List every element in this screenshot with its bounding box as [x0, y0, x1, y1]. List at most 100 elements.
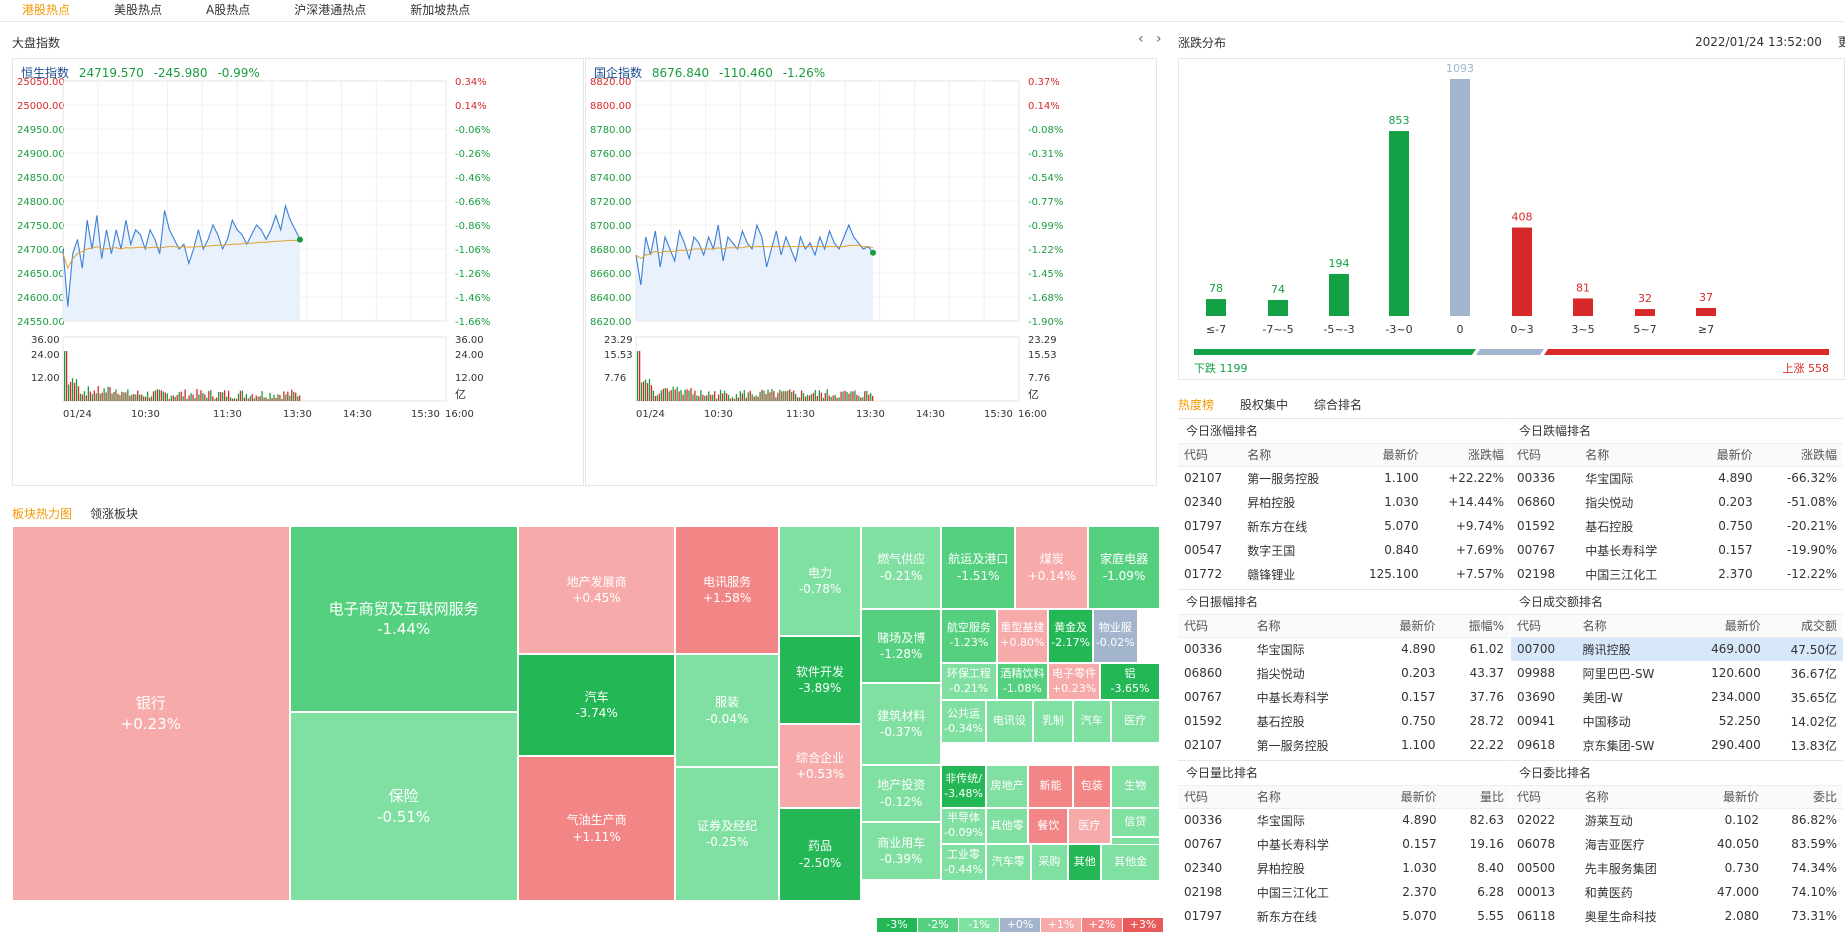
- heatmap-cell[interactable]: 其他: [1068, 844, 1102, 881]
- heatmap-cell[interactable]: 新能: [1028, 765, 1073, 808]
- table-row[interactable]: 06860 指尖悦动 0.203 43.37: [1178, 661, 1510, 685]
- heatmap-cell[interactable]: 信贷: [1110, 808, 1160, 837]
- heatmap-cell[interactable]: 酒精饮料 -1.08%: [996, 663, 1049, 700]
- heatmap-cell[interactable]: 煤炭 +0.14%: [1015, 526, 1089, 609]
- heatmap-cell[interactable]: 房地产: [985, 765, 1029, 808]
- tab-sg-hot[interactable]: 新加坡热点: [410, 3, 471, 17]
- heatmap-cell[interactable]: 汽车零: [985, 844, 1031, 881]
- tab-hk-hot[interactable]: 港股热点: [22, 3, 71, 17]
- heatmap-cell[interactable]: 软件开发 -3.89%: [778, 636, 862, 724]
- heatmap-cell[interactable]: 物业服 -0.02%: [1092, 609, 1138, 663]
- heatmap-cell[interactable]: 药品 -2.50%: [778, 808, 862, 901]
- heatmap-cell[interactable]: 重型基建 +0.80%: [996, 609, 1049, 663]
- column-header[interactable]: 委比: [1765, 786, 1843, 809]
- heatmap-cell[interactable]: 商业用车 -0.39%: [861, 822, 942, 880]
- tab-equity-concentration[interactable]: 股权集中: [1240, 398, 1289, 412]
- heatmap-cell[interactable]: 银行 +0.23%: [12, 526, 290, 901]
- column-header[interactable]: 涨跌幅: [1424, 444, 1510, 467]
- table-row[interactable]: 00767 中基长寿科学 0.157 19.16: [1178, 832, 1510, 856]
- table-row[interactable]: 00767 中基长寿科学 0.157 -19.90%: [1511, 538, 1843, 562]
- heatmap-cell[interactable]: 医疗: [1110, 700, 1160, 743]
- index-pager-arrows[interactable]: ‹ ›: [1138, 31, 1166, 47]
- table-row[interactable]: 01592 基石控股 0.750 -20.21%: [1511, 514, 1843, 538]
- tab-connect-hot[interactable]: 沪深港通热点: [294, 3, 367, 17]
- table-row[interactable]: 00941 中国移动 52.250 14.02亿: [1511, 709, 1843, 733]
- index-name[interactable]: 国企指数: [594, 66, 643, 80]
- table-row[interactable]: 06118 奥星生命科技 2.080 73.31%: [1511, 904, 1843, 928]
- heatmap-cell[interactable]: 地产投资 -0.12%: [861, 765, 942, 822]
- heatmap-cell[interactable]: 赌场及博 -1.28%: [861, 609, 942, 683]
- heatmap-cell[interactable]: 服装 -0.04%: [675, 654, 779, 767]
- tab-us-hot[interactable]: 美股热点: [114, 3, 163, 17]
- heatmap-cell[interactable]: 建筑材料 -0.37%: [861, 683, 942, 765]
- tab-a-share-hot[interactable]: A股热点: [206, 3, 251, 17]
- table-row[interactable]: 02107 第一服务控股 1.100 +22.22%: [1178, 466, 1510, 490]
- table-row[interactable]: 00013 和黄医药 47.000 74.10%: [1511, 880, 1843, 904]
- table-row[interactable]: 01797 新东方在线 5.070 +9.74%: [1178, 514, 1510, 538]
- table-row[interactable]: 00336 华宝国际 4.890 -66.32%: [1511, 466, 1843, 490]
- heatmap-cell[interactable]: 工业零 -0.44%: [941, 844, 986, 881]
- table-row[interactable]: 00500 先丰服务集团 0.730 74.34%: [1511, 856, 1843, 880]
- hsi-intraday-chart[interactable]: 25050.00 0.34% 25000.00 0.14% 24950.00 -0.06%…: [13, 59, 585, 487]
- tab-sector-heatmap[interactable]: 板块热力图: [12, 507, 73, 521]
- table-row[interactable]: 00336 华宝国际 4.890 61.02: [1178, 637, 1510, 661]
- heatmap-cell[interactable]: 包装: [1072, 765, 1111, 808]
- heatmap-cell[interactable]: 环保工程 -0.21%: [941, 663, 997, 700]
- heatmap-cell[interactable]: 医疗: [1068, 808, 1111, 844]
- column-header[interactable]: 量比: [1442, 786, 1510, 809]
- heatmap-cell[interactable]: 其他金: [1101, 844, 1160, 881]
- heatmap-cell[interactable]: 电讯设: [985, 700, 1033, 743]
- heatmap-cell[interactable]: 电子零件 +0.23%: [1048, 663, 1100, 700]
- tab-heat-rank[interactable]: 热度榜: [1178, 398, 1215, 412]
- table-row[interactable]: 06078 海吉亚医疗 40.050 83.59%: [1511, 832, 1843, 856]
- table-row[interactable]: 09618 京东集团-SW 290.400 13.83亿: [1511, 733, 1843, 757]
- heatmap-cell[interactable]: 生物: [1110, 765, 1160, 808]
- heatmap-cell[interactable]: 黄金及 -2.17%: [1048, 609, 1093, 663]
- heatmap-cell[interactable]: 电力 -0.78%: [778, 526, 862, 636]
- table-row[interactable]: 00767 中基长寿科学 0.157 37.76: [1178, 685, 1510, 709]
- heatmap-cell[interactable]: 电子商贸及互联网服务 -1.44%: [289, 526, 518, 712]
- heatmap-cell[interactable]: 综合企业 +0.53%: [778, 724, 862, 808]
- heatmap-cell[interactable]: 气油生产商 +1.11%: [517, 756, 676, 901]
- tab-leading-sectors[interactable]: 领涨板块: [90, 507, 139, 521]
- heatmap-cell[interactable]: 乳制: [1032, 700, 1073, 743]
- column-header[interactable]: 涨跌幅: [1758, 444, 1843, 467]
- heatmap-cell[interactable]: 汽车: [1072, 700, 1111, 743]
- index-name[interactable]: 恒生指数: [21, 66, 70, 80]
- table-row[interactable]: 06860 指尖悦动 0.203 -51.08%: [1511, 490, 1843, 514]
- table-row[interactable]: 09988 阿里巴巴-SW 120.600 36.67亿: [1511, 661, 1843, 685]
- table-row[interactable]: 02198 中国三江化工 2.370 6.28: [1178, 880, 1510, 904]
- distribution-refresh-link[interactable]: 更新: [1837, 35, 1845, 49]
- heatmap-cell[interactable]: 半导体 -0.09%: [941, 808, 986, 844]
- column-header[interactable]: 成交额: [1766, 615, 1843, 638]
- heatmap-cell[interactable]: 燃气供应 -0.21%: [861, 526, 942, 609]
- table-row[interactable]: 00547 数字王国 0.840 +7.69%: [1178, 538, 1510, 562]
- heatmap-cell[interactable]: 非传统/-3.48%: [941, 765, 986, 808]
- table-row[interactable]: 02198 中国三江化工 2.370 -12.22%: [1511, 562, 1843, 586]
- hscei-intraday-chart[interactable]: 8820.00 0.37% 8800.00 0.14% 8780.00 -0.08% 876…: [586, 59, 1158, 487]
- heatmap-cell[interactable]: 餐饮: [1028, 808, 1069, 844]
- heatmap-cell[interactable]: 地产发展商 +0.45%: [517, 526, 676, 654]
- table-row[interactable]: 00336 华宝国际 4.890 82.63: [1178, 808, 1510, 832]
- heatmap-cell[interactable]: 保险 -0.51%: [289, 712, 518, 901]
- heatmap-cell[interactable]: 家庭电器 -1.09%: [1088, 526, 1160, 609]
- table-row[interactable]: 02340 昇柏控股 1.030 +14.44%: [1178, 490, 1510, 514]
- table-row[interactable]: 01772 赣锋锂业 125.100 +7.57%: [1178, 562, 1510, 586]
- heatmap-cell[interactable]: 公共运 -0.34%: [941, 700, 986, 743]
- column-header[interactable]: 振幅%: [1441, 615, 1510, 638]
- table-row[interactable]: 03690 美团-W 234.000 35.65亿: [1511, 685, 1843, 709]
- heatmap-cell[interactable]: 航运及港口 -1.51%: [941, 526, 1016, 609]
- tab-overall-rank[interactable]: 综合排名: [1314, 398, 1363, 412]
- table-row[interactable]: 01592 基石控股 0.750 28.72: [1178, 709, 1510, 733]
- table-row[interactable]: 02022 游莱互动 0.102 86.82%: [1511, 808, 1843, 832]
- table-row[interactable]: 02107 第一服务控股 1.100 22.22: [1178, 733, 1510, 757]
- table-row[interactable]: 02340 昇柏控股 1.030 8.40: [1178, 856, 1510, 880]
- heatmap-cell[interactable]: 电讯服务 +1.58%: [675, 526, 779, 654]
- heatmap-cell[interactable]: 汽车 -3.74%: [517, 654, 676, 756]
- heatmap-cell[interactable]: 航空服务 -1.23%: [941, 609, 997, 663]
- table-row[interactable]: 00700 腾讯控股 469.000 47.50亿: [1511, 637, 1843, 661]
- heatmap-cell[interactable]: 采购: [1030, 844, 1069, 881]
- heatmap-cell[interactable]: 铝 -3.65%: [1100, 663, 1160, 700]
- table-row[interactable]: 01797 新东方在线 5.070 5.55: [1178, 904, 1510, 928]
- heatmap-cell[interactable]: 其他零: [985, 808, 1029, 844]
